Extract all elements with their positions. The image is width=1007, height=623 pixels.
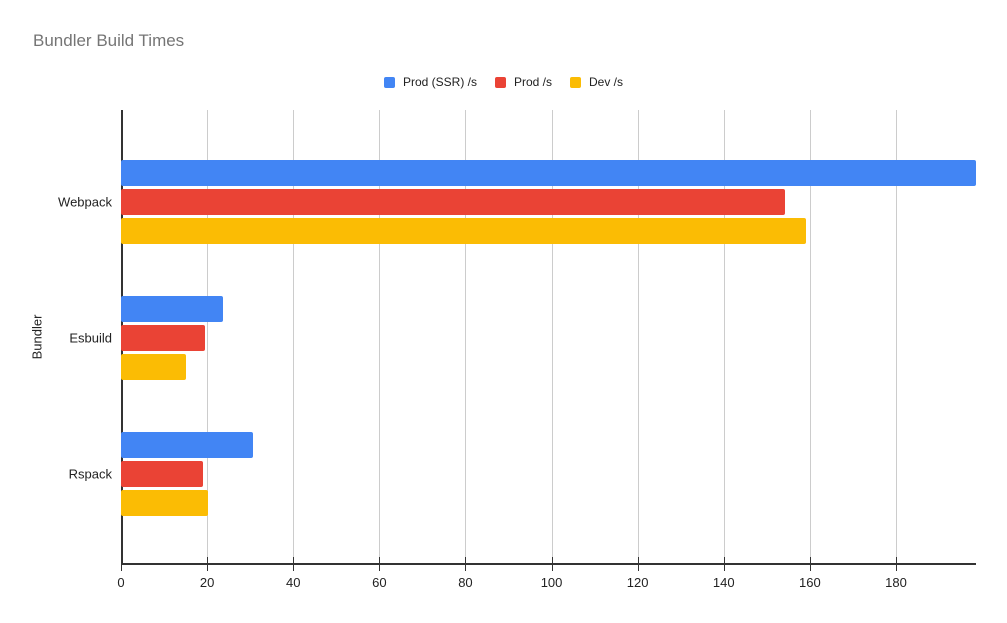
x-tick-label: 0 <box>117 575 125 590</box>
chart-title: Bundler Build Times <box>33 31 185 50</box>
category-label: Esbuild <box>69 330 112 346</box>
legend-item: Dev /s <box>570 75 623 89</box>
gridline <box>809 110 811 564</box>
legend: Prod (SSR) /s Prod /s Dev /s <box>0 71 1007 93</box>
x-tick-label: 140 <box>712 575 735 590</box>
legend-label: Dev /s <box>589 75 624 89</box>
bar <box>121 354 187 380</box>
x-tick-label: 80 <box>458 575 473 590</box>
x-tick-label: 160 <box>799 575 821 590</box>
legend-label: Prod (SSR) /s <box>402 75 477 89</box>
legend-item: Prod (SSR) /s <box>383 75 477 89</box>
category-label: Webpack <box>58 194 112 210</box>
x-tick-label: 100 <box>540 575 563 590</box>
x-tick-label: 120 <box>626 575 649 590</box>
gridline <box>551 110 553 564</box>
gridline <box>207 110 209 564</box>
gridline <box>637 110 639 564</box>
legend-label: Prod /s <box>513 75 552 89</box>
legend-item: Prod /s <box>494 75 552 89</box>
legend-swatch <box>383 76 395 88</box>
gridline <box>896 110 897 564</box>
bar <box>121 432 253 458</box>
gridline <box>379 110 381 564</box>
legend-swatch <box>494 76 506 88</box>
gridline <box>723 110 725 564</box>
category-label: Rspack <box>68 466 112 482</box>
x-axis-line <box>121 563 976 565</box>
bar <box>121 218 807 244</box>
x-tick-label: 40 <box>285 575 301 590</box>
bar <box>121 461 203 487</box>
gridline <box>465 110 467 564</box>
gridline <box>293 110 295 564</box>
bar <box>121 189 786 215</box>
bar <box>121 160 976 186</box>
bar <box>121 490 208 516</box>
x-tick-label: 20 <box>199 575 215 590</box>
legend-swatch <box>570 76 581 88</box>
x-tick-label: 180 <box>885 575 907 590</box>
bar <box>121 296 223 322</box>
x-tick-label: 60 <box>372 575 387 590</box>
bar <box>121 325 205 351</box>
